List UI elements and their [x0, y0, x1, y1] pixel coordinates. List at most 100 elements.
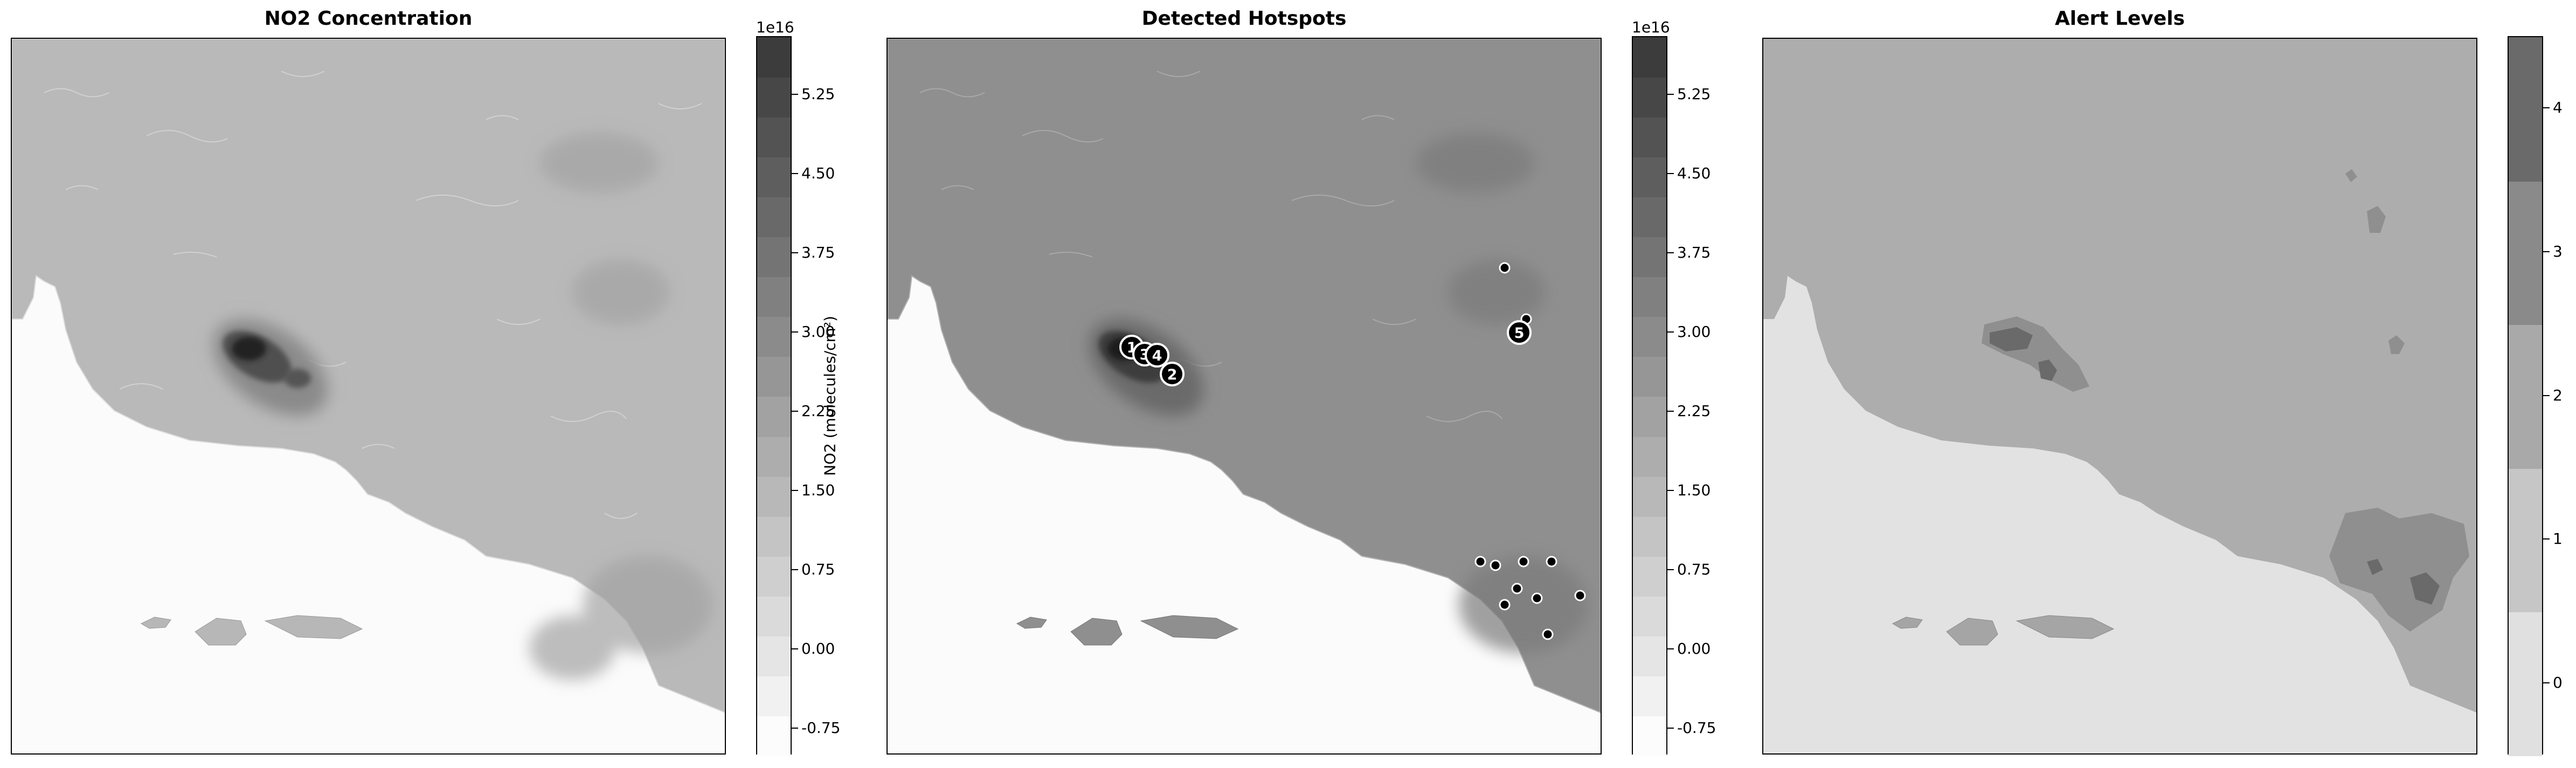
- colorbar-tick-mark: [1667, 172, 1674, 174]
- colorbar-band: [1633, 675, 1666, 716]
- colorbar-tick-mark: [792, 172, 798, 174]
- panel3-colorbar: [2508, 36, 2543, 756]
- panel1-map-svg: [12, 39, 725, 753]
- colorbar-tick-mark: [792, 727, 798, 729]
- colorbar-tick-label: 4.50: [1677, 164, 1711, 182]
- colorbar-band: [757, 316, 791, 357]
- panel1-colorbar-label: NO2 (molecules/cm²): [821, 315, 839, 476]
- panel1-title: NO2 Concentration: [264, 8, 473, 30]
- colorbar-tick-label: 3.75: [801, 243, 835, 261]
- colorbar-band: [757, 715, 791, 756]
- colorbar-band: [2509, 324, 2542, 469]
- panel1-colorbar: [756, 36, 792, 756]
- colorbar-band: [2509, 468, 2542, 613]
- colorbar-tick-mark: [1667, 648, 1674, 649]
- colorbar-band: [757, 37, 791, 78]
- colorbar-band: [2509, 37, 2542, 182]
- colorbar-band: [1633, 237, 1666, 278]
- minor-hotspot-marker[interactable]: [1511, 583, 1523, 594]
- colorbar-tick-label: 2.25: [801, 402, 835, 420]
- minor-hotspot-marker[interactable]: [1499, 262, 1511, 274]
- hotspot-rank-label: 2: [1167, 366, 1178, 383]
- hotspot-marker[interactable]: [1507, 320, 1532, 345]
- panel2-colorbar-exponent: 1e16: [1632, 18, 1670, 36]
- minor-hotspot-marker[interactable]: [1490, 559, 1501, 571]
- minor-hotspot-marker[interactable]: [1499, 599, 1511, 611]
- colorbar-tick-label: 0.75: [801, 560, 835, 578]
- minor-hotspot-marker[interactable]: [1574, 590, 1586, 601]
- colorbar-band: [1633, 356, 1666, 397]
- colorbar-band: [757, 436, 791, 477]
- colorbar-tick-label: 5.25: [1677, 85, 1711, 103]
- colorbar-tick-label: 3.00: [801, 322, 835, 341]
- panel3-map: [1762, 38, 2477, 755]
- colorbar-tick-label: 3: [2553, 242, 2563, 260]
- colorbar-band: [757, 396, 791, 437]
- colorbar-band: [757, 476, 791, 517]
- colorbar-tick-mark: [792, 489, 798, 491]
- minor-hotspot-marker[interactable]: [1542, 628, 1554, 640]
- colorbar-band: [757, 276, 791, 317]
- main-plume: [213, 319, 328, 416]
- panel2-title: Detected Hotspots: [1141, 8, 1347, 30]
- minor-hotspot-marker[interactable]: [1531, 592, 1543, 604]
- colorbar-tick-label: 1.50: [801, 481, 835, 499]
- colorbar-band: [1633, 715, 1666, 756]
- hotspot-marker[interactable]: [1160, 362, 1185, 386]
- colorbar-band: [1633, 596, 1666, 636]
- colorbar-tick-label: 0.00: [801, 639, 835, 658]
- colorbar-tick-label: 5.25: [801, 85, 835, 103]
- colorbar-band: [757, 117, 791, 158]
- colorbar-tick-label: 3.00: [1677, 322, 1711, 341]
- colorbar-band: [757, 237, 791, 278]
- minor-hotspot-marker[interactable]: [1546, 556, 1557, 568]
- colorbar-band: [2509, 181, 2542, 326]
- minor-hotspots: [1474, 262, 1586, 640]
- islands: [1892, 615, 2115, 646]
- colorbar-tick-mark: [1667, 331, 1674, 333]
- colorbar-band: [1633, 117, 1666, 158]
- colorbar-band: [757, 197, 791, 238]
- colorbar-band: [1633, 77, 1666, 118]
- colorbar-tick-label: 0: [2553, 673, 2563, 691]
- colorbar-tick-label: 4.50: [801, 164, 835, 182]
- panel2-colorbar: [1632, 36, 1667, 756]
- colorbar-band: [1633, 476, 1666, 517]
- colorbar-tick-mark: [1667, 252, 1674, 253]
- islands: [140, 615, 363, 646]
- colorbar-tick-label: 0.00: [1677, 639, 1711, 658]
- colorbar-band: [1633, 276, 1666, 317]
- colorbar-tick-mark: [2543, 107, 2550, 109]
- colorbar-band: [757, 635, 791, 676]
- colorbar-band: [1633, 556, 1666, 597]
- colorbar-band: [757, 556, 791, 597]
- panel3-title: Alert Levels: [2054, 8, 2185, 30]
- colorbar-tick-label: 4: [2553, 99, 2563, 117]
- panel3-map-svg: [1763, 39, 2476, 753]
- colorbar-tick-mark: [2543, 395, 2550, 396]
- colorbar-band: [1633, 635, 1666, 676]
- colorbar-band: [757, 157, 791, 198]
- colorbar-tick-mark: [2543, 682, 2550, 683]
- colorbar-band: [757, 356, 791, 397]
- panel1-map: [11, 38, 726, 755]
- minor-hotspot-marker[interactable]: [1518, 556, 1529, 568]
- colorbar-tick-label: 1: [2553, 530, 2563, 548]
- colorbar-tick-mark: [792, 569, 798, 570]
- colorbar-band: [757, 77, 791, 118]
- colorbar-tick-mark: [2543, 251, 2550, 252]
- hotspot-marker[interactable]: [1145, 343, 1169, 368]
- colorbar-band: [757, 516, 791, 557]
- colorbar-tick-mark: [1667, 569, 1674, 570]
- panel1-colorbar-exponent: 1e16: [756, 18, 794, 36]
- colorbar-tick-mark: [1667, 93, 1674, 95]
- colorbar-tick-label: 0.75: [1677, 560, 1711, 578]
- panel2-map-svg: 1 3 425: [888, 39, 1601, 753]
- colorbar-band: [2509, 612, 2542, 756]
- colorbar-band: [1633, 197, 1666, 238]
- colorbar-tick-label: 2.25: [1677, 402, 1711, 420]
- minor-hotspot-marker[interactable]: [1474, 556, 1486, 568]
- colorbar-band: [1633, 37, 1666, 78]
- colorbar-tick-mark: [792, 252, 798, 253]
